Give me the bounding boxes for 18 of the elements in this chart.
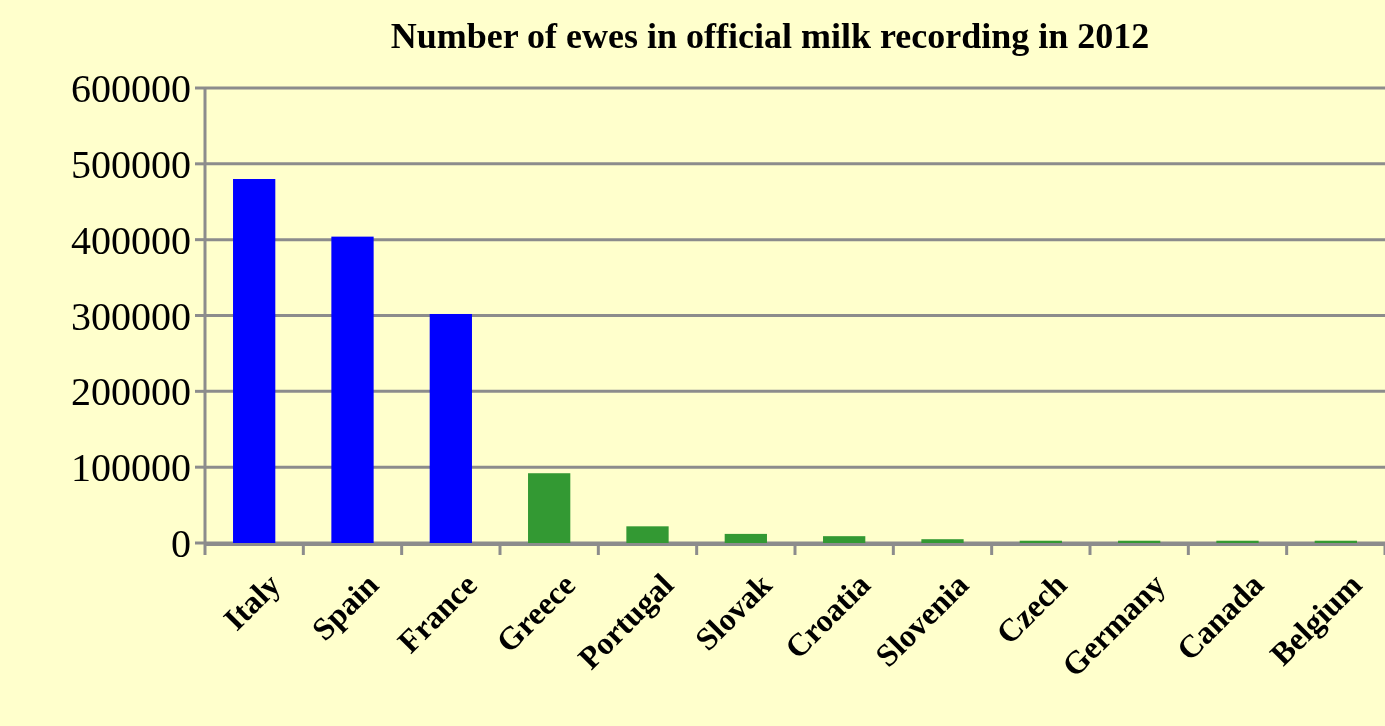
bar [429,313,472,543]
bar [921,539,964,543]
bar [823,536,866,543]
y-tick-label: 0 [171,521,191,566]
bar [626,526,669,543]
y-tick-label: 200000 [71,369,191,415]
y-tick-label: 600000 [71,66,191,111]
bar [1216,540,1259,543]
x-tick-label: Italy [216,566,287,638]
y-tick-label: 500000 [71,141,191,187]
bar [233,179,276,543]
y-tick-label: 100000 [71,445,191,491]
bar [331,236,374,543]
y-tick-label: 300000 [71,293,191,339]
bar [528,473,571,543]
chart-title: Number of ewes in official milk recording in 2012 [390,16,1150,56]
bar [724,533,767,543]
y-tick-label: 400000 [71,217,191,263]
